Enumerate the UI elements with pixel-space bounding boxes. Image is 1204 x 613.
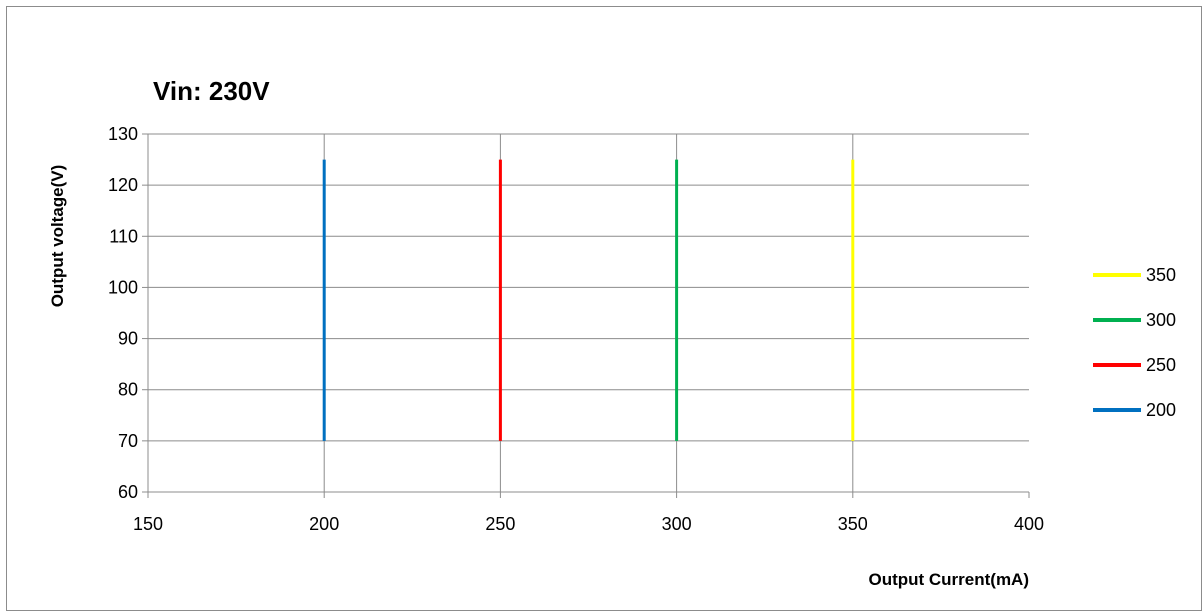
x-tick-label-400: 400 (1014, 514, 1044, 534)
chart-frame (6, 6, 1202, 611)
x-tick-label-250: 250 (485, 514, 515, 534)
legend: 350 300 250 200 (1093, 265, 1176, 420)
grid-layer (148, 133, 1029, 493)
x-tick-label-200: 200 (309, 514, 339, 534)
legend-label-350: 350 (1146, 265, 1176, 285)
x-tick-label-150: 150 (133, 514, 163, 534)
tick-layer: 150 200 250 300 350 400 60 70 80 90 100 110 120 130 (108, 124, 1044, 534)
y-tick-label-60: 60 (118, 482, 138, 502)
axis-layer (142, 133, 1030, 498)
legend-label-250: 250 (1146, 355, 1176, 375)
x-axis-title: Output Current(mA) (868, 570, 1029, 589)
y-tick-label-120: 120 (108, 175, 138, 195)
y-tick-label-90: 90 (118, 329, 138, 349)
chart-title: Vin: 230V (153, 76, 270, 106)
legend-label-200: 200 (1146, 400, 1176, 420)
y-tick-label-110: 110 (109, 226, 138, 246)
y-tick-label-100: 100 (108, 277, 138, 297)
y-axis-title: Output voltage(V) (48, 165, 67, 308)
y-tick-label-80: 80 (118, 380, 138, 400)
y-tick-label-70: 70 (118, 431, 138, 451)
x-tick-label-350: 350 (838, 514, 868, 534)
y-tick-label-130: 130 (108, 124, 138, 144)
series-layer (322, 134, 855, 492)
x-tick-label-300: 300 (662, 514, 692, 534)
legend-label-300: 300 (1146, 310, 1176, 330)
